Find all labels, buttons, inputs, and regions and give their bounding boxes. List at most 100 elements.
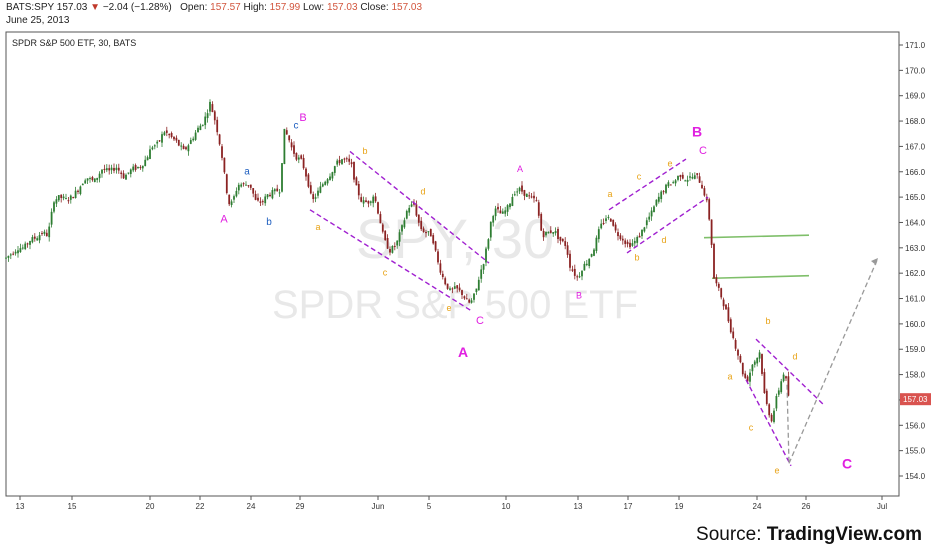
candle-body [619, 235, 622, 240]
candle-body [458, 287, 461, 291]
candle-body [93, 178, 96, 183]
candle-body [669, 184, 672, 186]
candle-body [717, 283, 720, 288]
candle-body [77, 190, 79, 193]
candle-body [727, 307, 730, 322]
y-tick-label: 161.0 [905, 295, 926, 304]
candle-body [614, 224, 617, 231]
candle-body [365, 200, 367, 202]
candle-body [415, 204, 418, 216]
candle-body [468, 299, 471, 303]
y-axis: 154.0155.0156.0157.0158.0159.0160.0161.0… [899, 41, 926, 481]
candle-body [12, 253, 15, 255]
candle-body [701, 184, 703, 189]
candle-body [734, 340, 737, 349]
candle-body [81, 183, 84, 186]
candle-body [228, 194, 231, 205]
candle-body [470, 300, 473, 303]
candle-body [732, 331, 735, 339]
wave-label: b [266, 217, 272, 228]
candle-body [434, 241, 437, 251]
channel-line [745, 379, 792, 467]
wave-label: B [299, 112, 306, 124]
candle-body [444, 278, 447, 285]
candle-body [465, 298, 468, 300]
candle-body [153, 145, 156, 147]
candle-body [125, 174, 127, 180]
y-tick-label: 167.0 [905, 142, 926, 151]
candle-body [761, 354, 763, 374]
candle-body [305, 168, 307, 177]
candle-body [233, 196, 235, 200]
wave-label: A [220, 213, 228, 225]
candle-body [194, 132, 197, 140]
wave-label: b [765, 316, 770, 326]
candle-body [559, 236, 562, 241]
watermark-name: SPDR S&P 500 ETF [272, 283, 638, 327]
candle-body [252, 188, 255, 194]
candle-body [537, 202, 540, 216]
candle-body [425, 232, 427, 234]
price-change: −2.04 (−1.28%) [102, 2, 172, 13]
candle-body [74, 190, 77, 199]
channel-lines [309, 150, 825, 467]
candle-body [715, 277, 718, 284]
candle-body [182, 145, 185, 149]
candle-body [329, 176, 331, 180]
candle-body [744, 373, 747, 378]
x-tick-label: Jul [877, 502, 887, 511]
candle-body [660, 191, 663, 200]
candle-body [631, 243, 634, 246]
candle-body [453, 286, 456, 289]
candle-body [31, 237, 34, 243]
candle-body [348, 158, 351, 162]
wave-label: c [749, 422, 754, 432]
candle-body [360, 197, 363, 202]
candle-body [19, 248, 22, 253]
candle-body [295, 152, 298, 160]
candle-body [636, 237, 639, 243]
candle-body [578, 276, 581, 278]
y-tick-label: 154.0 [905, 472, 926, 481]
candle-body [369, 201, 372, 203]
candle-body [103, 168, 106, 170]
candle-body [518, 187, 521, 192]
candle-body [691, 176, 694, 179]
candle-body [285, 130, 288, 135]
low-value: 157.03 [326, 2, 358, 13]
candle-body [621, 238, 624, 241]
candle-body [379, 214, 382, 224]
x-tick-label: 15 [68, 502, 77, 511]
x-tick-label: 20 [146, 502, 155, 511]
open-label: Open: [180, 2, 208, 13]
candle-body [247, 185, 250, 187]
candle-body [156, 141, 159, 144]
candle-body [161, 134, 163, 143]
wave-label: e [774, 465, 779, 475]
candle-body [67, 200, 70, 202]
candle-body [333, 166, 336, 173]
y-tick-label: 156.0 [905, 421, 926, 430]
candle-body [374, 196, 377, 202]
candle-body [36, 238, 39, 241]
candle-body [566, 245, 569, 255]
wave-label: C [699, 145, 707, 157]
candle-body [480, 269, 483, 279]
candle-body [254, 193, 257, 200]
candle-body [581, 270, 583, 277]
candle-body [547, 231, 550, 234]
y-tick-label: 159.0 [905, 345, 926, 354]
candle-body [775, 395, 778, 409]
candle-body [569, 253, 571, 268]
candle-body [672, 182, 675, 184]
candle-body [72, 197, 75, 199]
candle-body [429, 229, 432, 237]
candle-body [722, 299, 725, 307]
x-axis: 13 15 20 22 24 29 Jun 5 10 13 17 19 24 26 Jul [16, 496, 887, 511]
candle-body [441, 273, 444, 277]
candle-body [261, 201, 264, 203]
candle-body [607, 216, 610, 218]
candle-body [405, 210, 408, 219]
candle-body [367, 200, 370, 204]
